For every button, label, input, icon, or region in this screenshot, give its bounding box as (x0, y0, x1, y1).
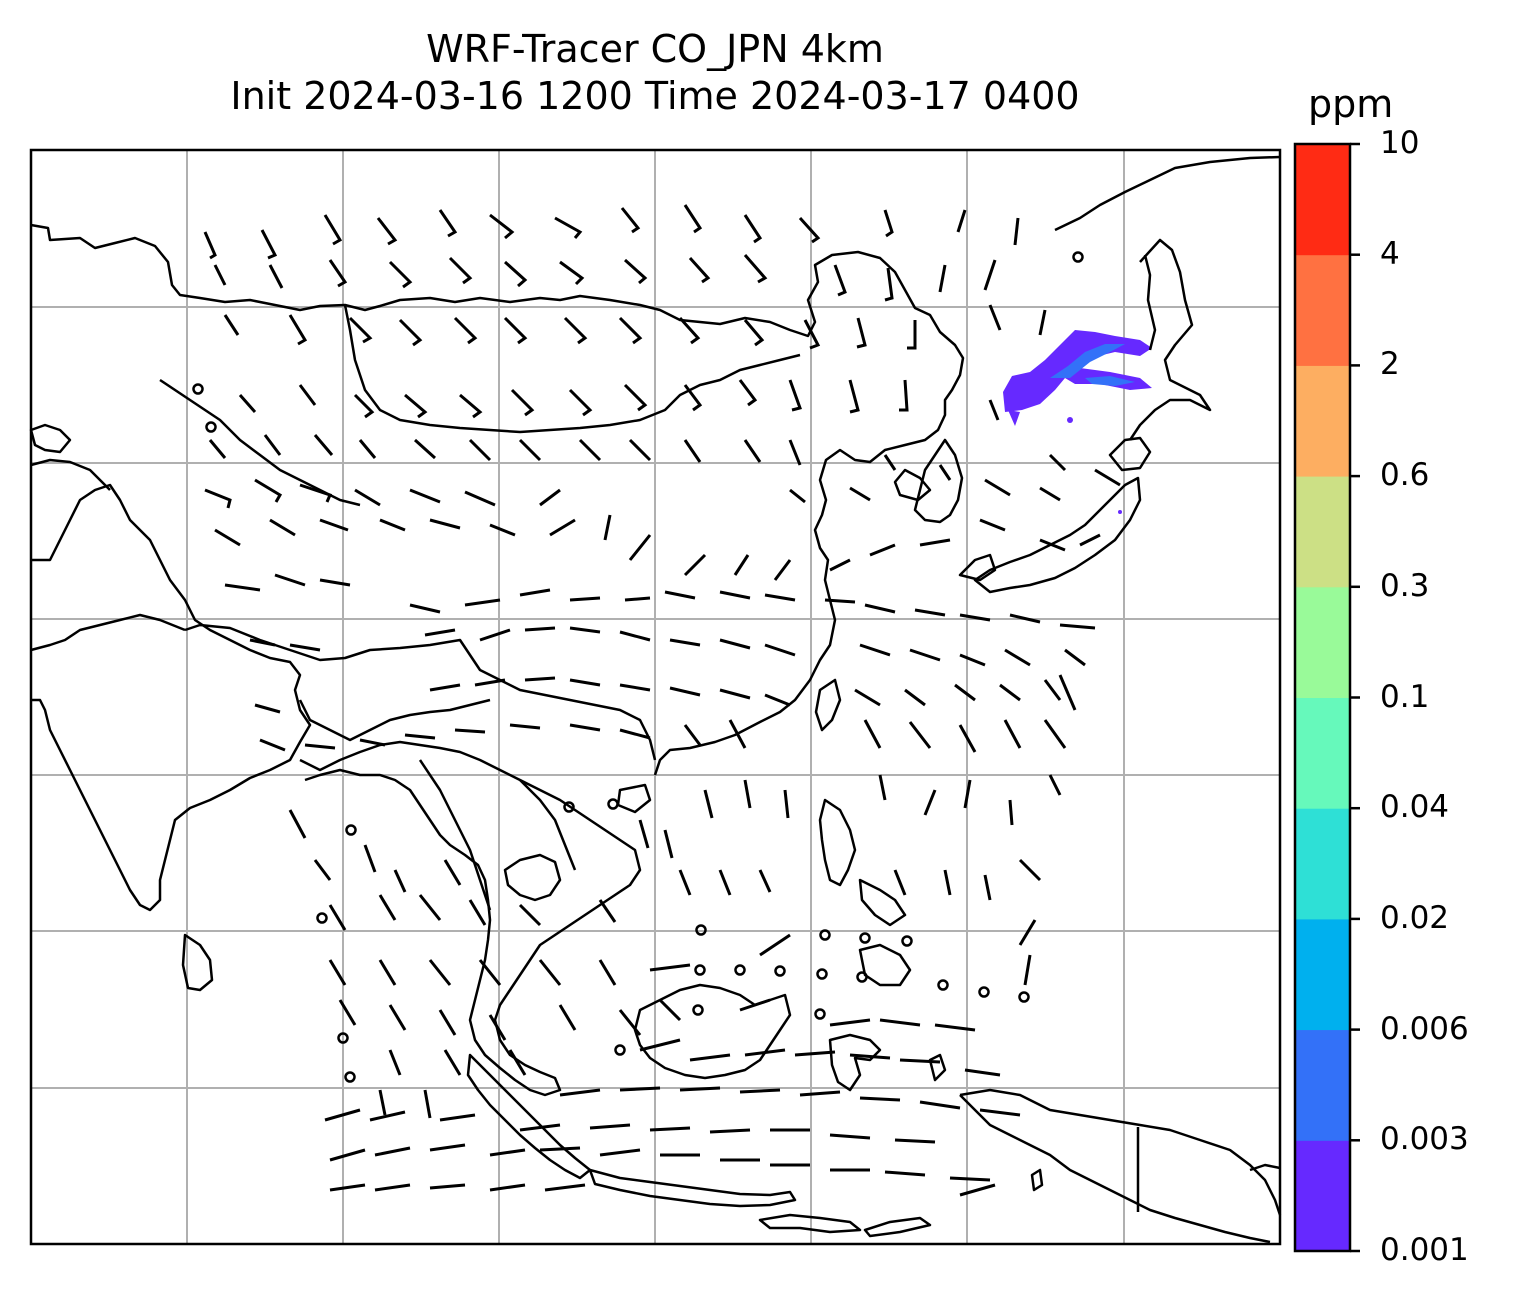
colorbar-tick-label: 0.04 (1380, 789, 1450, 826)
colorbar-tick-label: 0.02 (1380, 899, 1450, 936)
colorbar-tick-label: 0.006 (1380, 1010, 1469, 1047)
chart-title: WRF-Tracer CO_JPN 4km Init 2024-03-16 12… (30, 26, 1280, 120)
colorbar-segment (1295, 476, 1350, 588)
coastlines (29, 155, 1282, 1244)
colorbar (1295, 142, 1360, 1253)
colorbar-segment (1295, 1140, 1350, 1252)
colorbar-segment (1295, 254, 1350, 366)
map-border (29, 148, 1282, 1246)
colorbar-segment (1295, 808, 1350, 920)
colorbar-segment (1295, 144, 1350, 256)
colorbar-segment (1295, 1029, 1350, 1141)
colorbar-tick-label: 0.1 (1380, 678, 1430, 715)
colorbar-segment (1295, 586, 1350, 698)
tracer-plume (1003, 330, 1152, 514)
colorbar-tick-label: 2 (1380, 346, 1400, 383)
colorbar-tick-label: 0.3 (1380, 567, 1430, 604)
colorbar-tick-label: 0.6 (1380, 457, 1430, 494)
title-line-2: Init 2024-03-16 1200 Time 2024-03-17 040… (230, 74, 1080, 118)
colorbar-unit: ppm (1308, 82, 1394, 126)
colorbar-segment (1295, 918, 1350, 1031)
colorbar-tick-label: 0.001 (1380, 1232, 1469, 1268)
colorbar-tick-label: 4 (1380, 235, 1400, 272)
wind-barbs (203, 204, 1121, 1197)
colorbar-segment (1295, 697, 1350, 809)
colorbar-tick-label: 10 (1380, 125, 1420, 161)
title-line-1: WRF-Tracer CO_JPN 4km (426, 27, 884, 71)
calm-markers (192, 251, 1084, 1083)
colorbar-segment (1295, 365, 1350, 477)
colorbar-border (1293, 142, 1352, 1253)
colorbar-tick-label: 0.003 (1380, 1121, 1469, 1158)
